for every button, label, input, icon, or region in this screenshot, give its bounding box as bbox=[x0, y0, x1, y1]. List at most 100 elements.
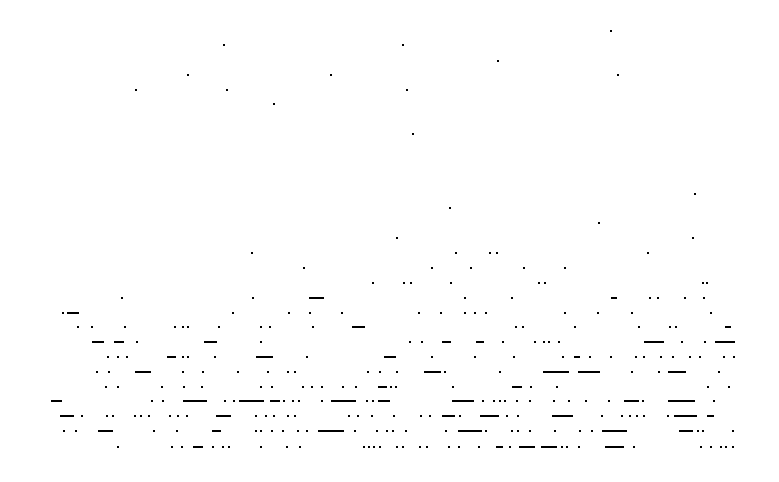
pattern-dot bbox=[452, 386, 454, 388]
pattern-dot bbox=[292, 400, 294, 402]
pattern-dot bbox=[309, 297, 324, 299]
pattern-dot bbox=[226, 89, 228, 91]
pattern-dot bbox=[643, 356, 645, 358]
pattern-dot bbox=[108, 371, 110, 373]
pattern-dot bbox=[544, 282, 546, 284]
pattern-dot bbox=[419, 446, 421, 448]
pattern-dot bbox=[675, 326, 677, 328]
pattern-dot bbox=[386, 430, 388, 432]
pattern-dot bbox=[692, 237, 694, 239]
pattern-dot bbox=[574, 356, 580, 358]
pattern-dot bbox=[694, 193, 696, 195]
pattern-dot bbox=[482, 400, 484, 402]
pattern-dot bbox=[117, 446, 119, 448]
pattern-dot bbox=[566, 446, 568, 448]
pattern-dot bbox=[561, 446, 563, 448]
pattern-dot bbox=[287, 415, 289, 417]
pattern-dot bbox=[75, 430, 77, 432]
pattern-dot bbox=[642, 400, 644, 402]
pattern-dot bbox=[631, 371, 633, 373]
pattern-dot bbox=[578, 446, 580, 448]
pattern-dot bbox=[723, 356, 725, 358]
pattern-dot bbox=[371, 415, 373, 417]
pattern-dot bbox=[373, 446, 375, 448]
pattern-dot bbox=[392, 430, 394, 432]
pattern-dot bbox=[548, 341, 550, 343]
pattern-dot bbox=[271, 430, 273, 432]
pattern-dot bbox=[288, 312, 290, 314]
pattern-dot bbox=[114, 341, 124, 343]
pattern-dot bbox=[228, 446, 230, 448]
pattern-dot bbox=[376, 430, 378, 432]
pattern-dot bbox=[585, 400, 587, 402]
pattern-dot bbox=[136, 341, 138, 343]
pattern-dot bbox=[485, 430, 487, 432]
pattern-dot bbox=[674, 415, 697, 417]
pattern-dot bbox=[182, 371, 184, 373]
pattern-dot bbox=[182, 326, 184, 328]
pattern-dot bbox=[62, 312, 64, 314]
pattern-dot bbox=[273, 103, 275, 105]
pattern-dot bbox=[578, 371, 600, 373]
pattern-dot bbox=[649, 297, 651, 299]
pattern-dot bbox=[426, 446, 428, 448]
pattern-dot bbox=[660, 356, 662, 358]
pattern-dot bbox=[513, 356, 515, 358]
pattern-dot bbox=[633, 446, 635, 448]
pattern-dot bbox=[485, 312, 487, 314]
pattern-dot bbox=[298, 400, 300, 402]
pattern-dot bbox=[703, 297, 705, 299]
pattern-dot bbox=[256, 356, 273, 358]
pattern-dot bbox=[366, 400, 368, 402]
pattern-dot bbox=[63, 430, 65, 432]
pattern-dot bbox=[440, 312, 442, 314]
pattern-dot bbox=[378, 400, 390, 402]
pattern-dot bbox=[553, 400, 555, 402]
pattern-dot bbox=[564, 312, 566, 314]
pattern-dot bbox=[601, 415, 603, 417]
pattern-dot bbox=[718, 371, 720, 373]
pattern-dot bbox=[151, 400, 153, 402]
pattern-dot bbox=[720, 446, 722, 448]
pattern-dot bbox=[412, 133, 414, 135]
pattern-dot bbox=[267, 371, 269, 373]
pattern-dot bbox=[464, 297, 466, 299]
pattern-dot bbox=[681, 341, 683, 343]
pattern-dot bbox=[702, 282, 704, 284]
pattern-dot bbox=[424, 371, 441, 373]
pattern-dot bbox=[706, 282, 708, 284]
pattern-dot bbox=[105, 386, 107, 388]
pattern-dot bbox=[418, 312, 420, 314]
pattern-dot bbox=[134, 415, 136, 417]
pattern-dot bbox=[283, 400, 285, 402]
pattern-dot bbox=[629, 415, 631, 417]
pattern-dot bbox=[260, 341, 262, 343]
pattern-dot bbox=[91, 326, 93, 328]
pattern-dot bbox=[605, 446, 624, 448]
pattern-dot bbox=[124, 326, 126, 328]
pattern-dot bbox=[704, 341, 706, 343]
pattern-dot bbox=[552, 415, 573, 417]
pattern-dot bbox=[732, 430, 734, 432]
pattern-dot bbox=[631, 312, 633, 314]
pattern-dot bbox=[684, 297, 686, 299]
pattern-dot bbox=[517, 415, 519, 417]
pattern-dot bbox=[669, 326, 671, 328]
pattern-dot bbox=[621, 415, 623, 417]
pattern-dot bbox=[568, 400, 570, 402]
pattern-dot bbox=[294, 371, 296, 373]
pattern-dot bbox=[458, 446, 460, 448]
pattern-dot bbox=[321, 400, 323, 402]
pattern-dot bbox=[668, 371, 686, 373]
pattern-dot bbox=[459, 415, 461, 417]
pattern-dot bbox=[444, 371, 446, 373]
pattern-dot bbox=[442, 415, 455, 417]
pattern-dot bbox=[255, 430, 257, 432]
pattern-dot bbox=[126, 356, 128, 358]
pattern-dot bbox=[476, 341, 484, 343]
pattern-dot bbox=[543, 341, 545, 343]
pattern-dot bbox=[177, 415, 179, 417]
pattern-dot bbox=[269, 326, 271, 328]
pattern-dot bbox=[522, 326, 524, 328]
pattern-dot bbox=[406, 89, 408, 91]
